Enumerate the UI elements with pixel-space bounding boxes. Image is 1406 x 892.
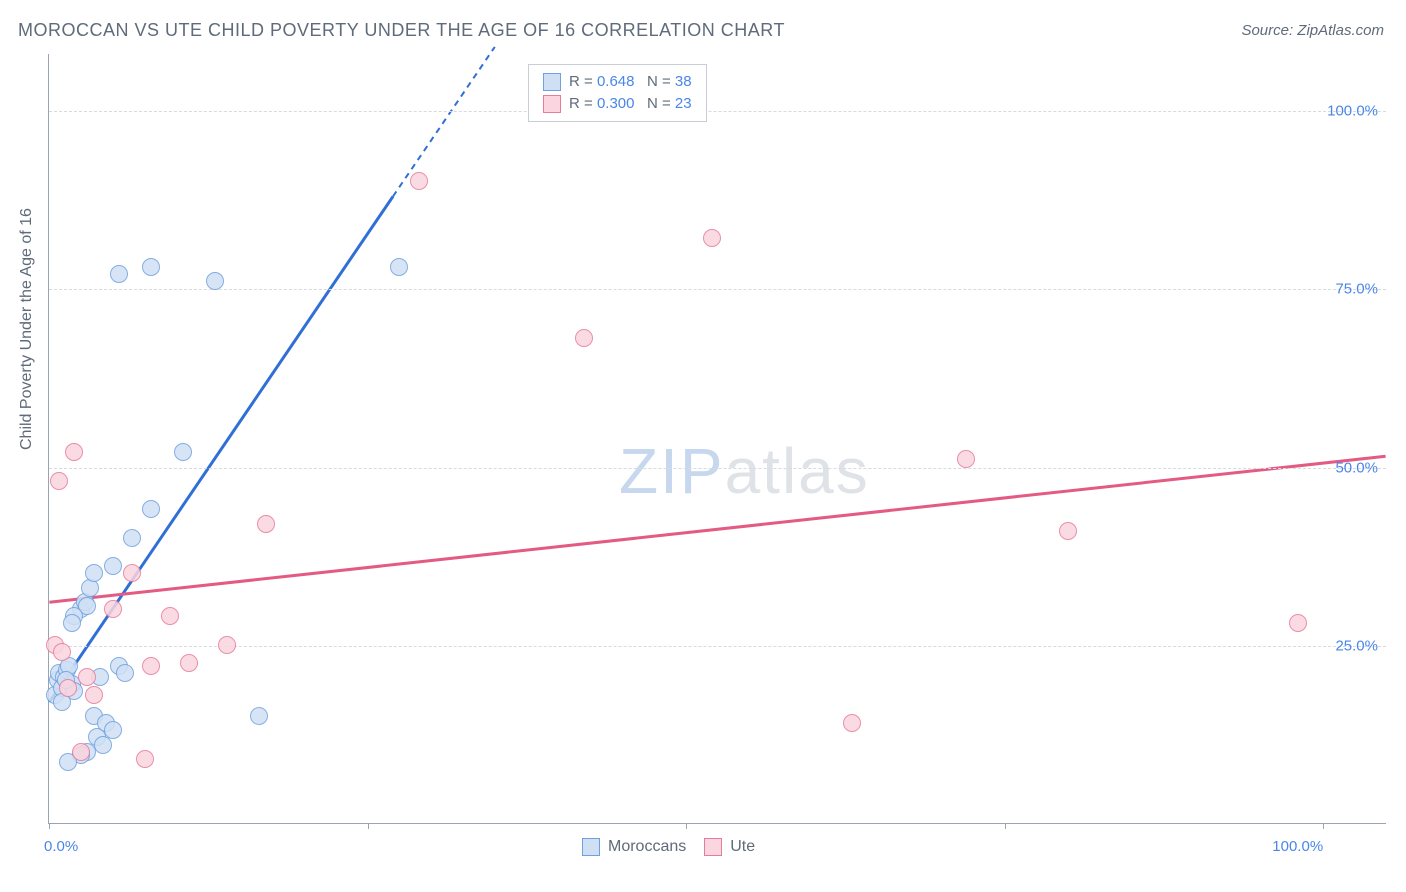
data-point — [53, 643, 71, 661]
data-point — [123, 529, 141, 547]
legend-label-moroccans: Moroccans — [608, 838, 686, 856]
y-tick-label: 100.0% — [1327, 103, 1378, 120]
data-point — [142, 657, 160, 675]
x-tick — [368, 823, 369, 829]
data-point — [703, 229, 721, 247]
data-point — [136, 750, 154, 768]
legend-top-text: R = 0.300 N = 23 — [569, 93, 692, 115]
data-point — [218, 636, 236, 654]
data-point — [161, 607, 179, 625]
data-point — [410, 172, 428, 190]
source-label: Source: ZipAtlas.com — [1241, 22, 1384, 39]
trend-lines-layer — [49, 54, 1386, 823]
data-point — [206, 272, 224, 290]
x-tick-label-start: 0.0% — [44, 838, 78, 855]
swatch-moroccans — [582, 838, 600, 856]
data-point — [65, 443, 83, 461]
legend-item-ute: Ute — [704, 838, 755, 856]
legend-top-row: R = 0.300 N = 23 — [543, 93, 692, 115]
swatch-icon — [543, 95, 561, 113]
x-tick — [686, 823, 687, 829]
data-point — [1059, 522, 1077, 540]
data-point — [110, 265, 128, 283]
data-point — [257, 515, 275, 533]
watermark-zip: ZIP — [619, 435, 725, 507]
data-point — [250, 707, 268, 725]
gridline — [49, 646, 1386, 647]
y-axis-label: Child Poverty Under the Age of 16 — [18, 208, 36, 450]
legend-label-ute: Ute — [730, 838, 755, 856]
data-point — [575, 329, 593, 347]
legend-top-row: R = 0.648 N = 38 — [543, 71, 692, 93]
data-point — [104, 557, 122, 575]
data-point — [104, 721, 122, 739]
data-point — [104, 600, 122, 618]
x-tick — [1005, 823, 1006, 829]
x-tick — [49, 823, 50, 829]
data-point — [142, 258, 160, 276]
gridline — [49, 468, 1386, 469]
gridline — [49, 289, 1386, 290]
legend-item-moroccans: Moroccans — [582, 838, 686, 856]
data-point — [142, 500, 160, 518]
watermark-atlas: atlas — [725, 435, 870, 507]
data-point — [174, 443, 192, 461]
y-tick-label: 50.0% — [1335, 459, 1378, 476]
data-point — [72, 743, 90, 761]
swatch-ute — [704, 838, 722, 856]
x-tick-label-end: 100.0% — [1272, 838, 1323, 855]
y-tick-label: 75.0% — [1335, 281, 1378, 298]
legend-bottom: Moroccans Ute — [582, 838, 755, 856]
data-point — [123, 564, 141, 582]
data-point — [59, 679, 77, 697]
data-point — [957, 450, 975, 468]
gridline — [49, 111, 1386, 112]
data-point — [390, 258, 408, 276]
data-point — [63, 614, 81, 632]
legend-top: R = 0.648 N = 38R = 0.300 N = 23 — [528, 64, 707, 122]
data-point — [180, 654, 198, 672]
swatch-icon — [543, 73, 561, 91]
legend-top-text: R = 0.648 N = 38 — [569, 71, 692, 93]
plot-area: ZIPatlas 25.0% 50.0% 75.0% 100.0% — [48, 54, 1386, 824]
watermark: ZIPatlas — [619, 434, 870, 508]
data-point — [116, 664, 134, 682]
data-point — [843, 714, 861, 732]
data-point — [1289, 614, 1307, 632]
x-tick — [1323, 823, 1324, 829]
data-point — [85, 686, 103, 704]
data-point — [50, 472, 68, 490]
y-tick-label: 25.0% — [1335, 637, 1378, 654]
chart-title: MOROCCAN VS UTE CHILD POVERTY UNDER THE … — [18, 20, 785, 41]
data-point — [85, 564, 103, 582]
data-point — [78, 668, 96, 686]
